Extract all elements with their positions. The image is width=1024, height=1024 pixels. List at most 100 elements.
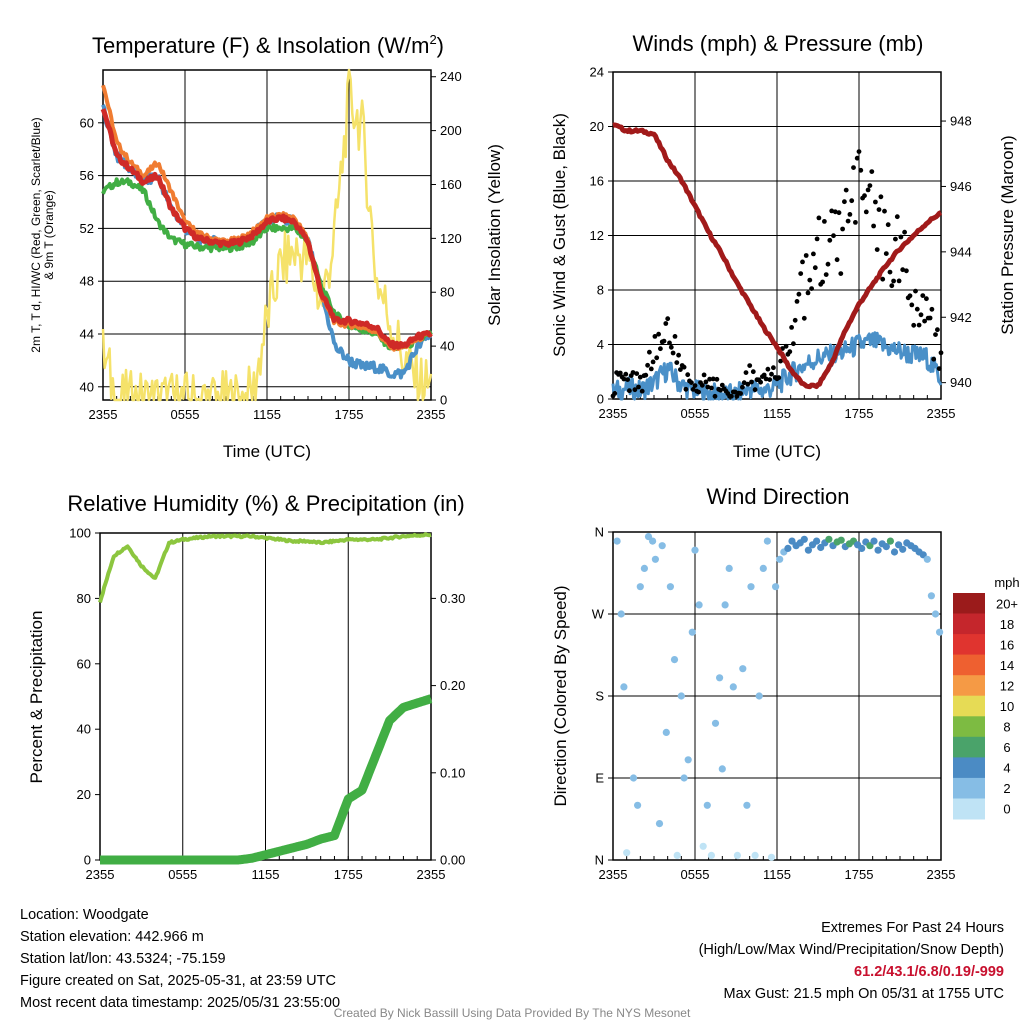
gust-point bbox=[703, 379, 709, 385]
gust-point bbox=[761, 372, 767, 378]
x-tick-label: 0555 bbox=[171, 407, 200, 422]
direction-point bbox=[617, 610, 625, 618]
x-tick-label: 1155 bbox=[252, 867, 280, 882]
gust-point bbox=[652, 334, 658, 339]
gust-point bbox=[900, 267, 906, 273]
gust-point bbox=[916, 322, 922, 328]
gust-point bbox=[856, 149, 862, 155]
gust-point bbox=[812, 265, 818, 271]
y2-tick-label: 160 bbox=[440, 177, 462, 192]
gust-point bbox=[853, 220, 858, 225]
station-location: Location: Woodgate bbox=[20, 907, 149, 923]
direction-point bbox=[755, 692, 763, 700]
gust-point bbox=[913, 288, 918, 294]
gust-point bbox=[834, 257, 840, 263]
direction-point bbox=[739, 665, 747, 673]
y-axis-label: 2m T, T d, HI/WC (Red, Green, Scarlet/Bl… bbox=[29, 117, 56, 352]
legend-swatch bbox=[953, 695, 985, 717]
gust-point bbox=[712, 393, 718, 399]
direction-point bbox=[772, 583, 780, 591]
y-tick-label: N bbox=[595, 853, 604, 868]
y-tick-label: 48 bbox=[80, 274, 94, 289]
y2-tick-label: 120 bbox=[440, 231, 462, 246]
gust-point bbox=[911, 322, 917, 328]
direction-point bbox=[634, 801, 642, 809]
gust-point bbox=[880, 276, 886, 282]
gust-point bbox=[632, 387, 638, 393]
gust-point bbox=[745, 381, 751, 387]
extremes-title: Extremes For Past 24 Hours bbox=[821, 920, 1004, 936]
y-tick-label: 52 bbox=[80, 221, 94, 236]
gust-point bbox=[820, 279, 825, 285]
temperature-panel-title: Temperature (F) & Insolation (W/m2) bbox=[92, 32, 444, 58]
gust-point bbox=[858, 167, 864, 173]
gust-point bbox=[907, 293, 913, 299]
y-tick-label: 0 bbox=[84, 853, 91, 868]
gust-point bbox=[931, 356, 937, 362]
direction-point bbox=[788, 537, 796, 545]
gust-point bbox=[732, 389, 738, 395]
gust-point bbox=[718, 387, 723, 393]
direction-point bbox=[620, 683, 628, 691]
direction-point bbox=[804, 546, 813, 554]
legend-swatch bbox=[953, 613, 985, 635]
gust-point bbox=[741, 380, 747, 386]
gust-point bbox=[918, 312, 924, 318]
direction-point bbox=[707, 851, 716, 860]
gust-point bbox=[922, 318, 927, 324]
gust-point bbox=[871, 223, 876, 229]
gust-point bbox=[663, 321, 669, 326]
legend-swatch bbox=[953, 777, 985, 799]
x-tick-label: 0555 bbox=[681, 867, 710, 882]
y-tick-label: 80 bbox=[77, 591, 91, 606]
gust-point bbox=[783, 343, 789, 349]
gust-point bbox=[692, 383, 698, 388]
gust-point bbox=[838, 271, 844, 276]
direction-point bbox=[651, 555, 660, 563]
gust-point bbox=[882, 208, 887, 214]
direction-point bbox=[858, 544, 866, 553]
gust-point bbox=[920, 293, 926, 298]
gust-point bbox=[634, 371, 640, 376]
direction-point bbox=[673, 851, 681, 860]
precip-line bbox=[96, 694, 435, 865]
gust-point bbox=[803, 253, 809, 258]
x-tick-label: 2355 bbox=[417, 407, 446, 422]
direction-point bbox=[751, 851, 759, 860]
y-tick-label: W bbox=[592, 607, 605, 622]
y2-tick-label: 0 bbox=[440, 393, 447, 408]
gust-point bbox=[800, 259, 805, 265]
y-axis-label: Percent & Precipitation bbox=[27, 611, 46, 784]
direction-point bbox=[613, 537, 621, 545]
gust-point bbox=[665, 316, 671, 322]
gust-point bbox=[685, 372, 691, 378]
legend-swatch bbox=[953, 654, 985, 676]
x-tick-label: 2355 bbox=[599, 406, 628, 421]
direction-point bbox=[784, 544, 792, 553]
rh-line bbox=[98, 532, 432, 603]
direction-point bbox=[800, 535, 808, 543]
gust-point bbox=[749, 379, 754, 385]
gust-point bbox=[914, 306, 920, 312]
direction-point bbox=[890, 548, 899, 556]
gust-point bbox=[924, 296, 929, 302]
legend-swatch bbox=[953, 675, 985, 697]
direction-point bbox=[866, 542, 874, 550]
y-tick-label: 60 bbox=[77, 656, 91, 671]
direction-panel-title: Wind Direction bbox=[706, 484, 849, 509]
gust-point bbox=[936, 366, 942, 371]
gust-point bbox=[898, 234, 904, 240]
gust-point bbox=[705, 384, 711, 390]
direction-point bbox=[886, 537, 895, 545]
gust-point bbox=[878, 194, 884, 200]
direction-point bbox=[695, 601, 703, 609]
direction-point bbox=[870, 537, 878, 545]
gust-point bbox=[883, 251, 889, 256]
gust-point bbox=[621, 376, 627, 382]
y-tick-label: 4 bbox=[597, 337, 604, 352]
winds-pressure-panel: Winds (mph) & Pressure (mb) 2355 0555 1155… bbox=[550, 31, 1017, 461]
gust-point bbox=[891, 278, 896, 284]
direction-point bbox=[677, 692, 685, 700]
legend-label: 10 bbox=[1000, 699, 1014, 714]
y2-tick-label: 240 bbox=[440, 69, 462, 84]
